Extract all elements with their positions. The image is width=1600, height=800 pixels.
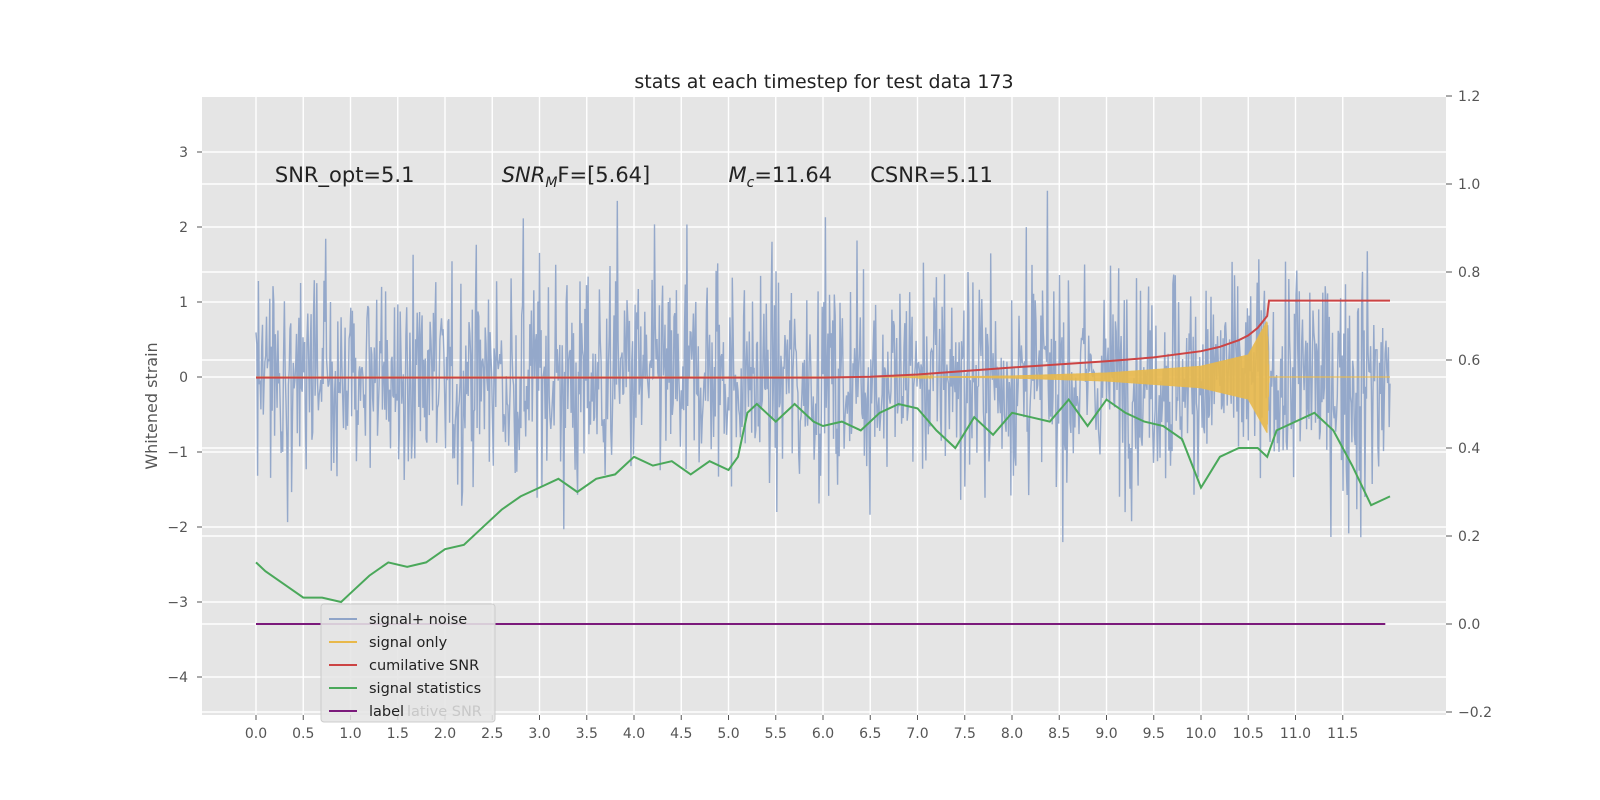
annotation-symbol: M — [729, 163, 747, 187]
y-right-tick-label: 0.2 — [1458, 529, 1480, 545]
x-tick-label: 2.5 — [481, 726, 503, 742]
x-tick-label: 8.5 — [1048, 726, 1070, 742]
x-tick-label: 6.0 — [812, 726, 834, 742]
annotation-subscript: M — [545, 175, 557, 191]
y-left-tick-label: −1 — [167, 445, 188, 461]
x-tick-label: 7.5 — [954, 726, 976, 742]
x-tick-label: 3.0 — [528, 726, 550, 742]
legend: signal+ noise signal only cumilative SNR si… — [320, 603, 496, 723]
x-tick-label: 11.5 — [1327, 726, 1358, 742]
legend-box — [320, 603, 496, 723]
x-tick-label: 5.5 — [765, 726, 787, 742]
series-line-cumilative-snr — [256, 299, 1390, 379]
x-tick-label: 0.0 — [245, 726, 267, 742]
legend-label: signal statistics — [369, 681, 481, 697]
annotation-symbol: SNR — [502, 163, 546, 187]
y-left-tick-label: 0 — [179, 370, 188, 386]
y-left-tick-label: −4 — [167, 670, 188, 686]
y-left-tick-label: −3 — [167, 595, 188, 611]
series-line-signal-statistics — [255, 397, 1391, 604]
x-tick-label: 7.0 — [906, 726, 928, 742]
annotation-value: =11.64 — [754, 163, 832, 187]
legend-label: signal+ noise — [369, 612, 467, 628]
annotation-snr-opt: SNR_opt=5.1 — [275, 163, 415, 188]
y-right-tick-label: 1.2 — [1458, 89, 1480, 105]
x-tick-label: 1.0 — [339, 726, 361, 742]
x-tick-label: 8.0 — [1001, 726, 1023, 742]
annotation-value: F=[5.64] — [557, 163, 650, 187]
x-tick-label: 0.5 — [292, 726, 314, 742]
y-right-tick-label: 0.8 — [1458, 265, 1480, 281]
annotation-csnr: CSNR=5.11 — [870, 163, 993, 187]
y-left-tick-label: 1 — [179, 295, 188, 311]
y-axis-label: Whitened strain — [142, 342, 161, 469]
x-tick-label: 4.5 — [670, 726, 692, 742]
chart-title: stats at each timestep for test data 173 — [634, 71, 1013, 93]
annotation-snr-mf: SNRMF=[5.64] — [502, 163, 651, 191]
legend-label: signal only — [369, 635, 448, 651]
signal-only-line — [256, 321, 1390, 433]
x-tick-label: 3.5 — [576, 726, 598, 742]
y-left-tick-label: 3 — [179, 145, 188, 161]
x-tick-label: 9.5 — [1143, 726, 1165, 742]
y-right-tick-label: 0.6 — [1458, 353, 1480, 369]
annotations: SNR_opt=5.1 SNRMF=[5.64] Mc=11.64 CSNR=5.11 — [275, 163, 993, 191]
x-tick-label: 1.5 — [387, 726, 409, 742]
series-signal-only — [256, 321, 1390, 433]
x-tick-label: 2.0 — [434, 726, 456, 742]
y-right-tick-label: 1.0 — [1458, 177, 1480, 193]
y-right-tick-label: 0.0 — [1458, 617, 1480, 633]
annotation-subscript: c — [747, 175, 755, 191]
legend-label: label — [369, 704, 404, 720]
x-tick-label: 10.0 — [1185, 726, 1216, 742]
y-right-tick-label: 0.4 — [1458, 441, 1480, 457]
x-tick-label: 4.0 — [623, 726, 645, 742]
y-right-tick-label: −0.2 — [1458, 705, 1492, 721]
y-left-tick-label: −2 — [167, 520, 188, 536]
x-tick-label: 6.5 — [859, 726, 881, 742]
annotation-mc: Mc=11.64 — [729, 163, 833, 191]
y-left-tick-label: 2 — [179, 220, 188, 236]
x-tick-label: 5.0 — [717, 726, 739, 742]
axes: 0.0 0.5 1.0 1.5 2.0 2.5 3.0 3.5 4.0 4.5 5.0 5.5 6.0 6… — [167, 89, 1492, 742]
x-tick-label: 11.0 — [1280, 726, 1311, 742]
x-tick-label: 10.5 — [1233, 726, 1264, 742]
x-tick-label: 9.0 — [1095, 726, 1117, 742]
legend-overlap-text: lative SNR — [407, 704, 482, 720]
legend-label: cumilative SNR — [369, 658, 479, 674]
